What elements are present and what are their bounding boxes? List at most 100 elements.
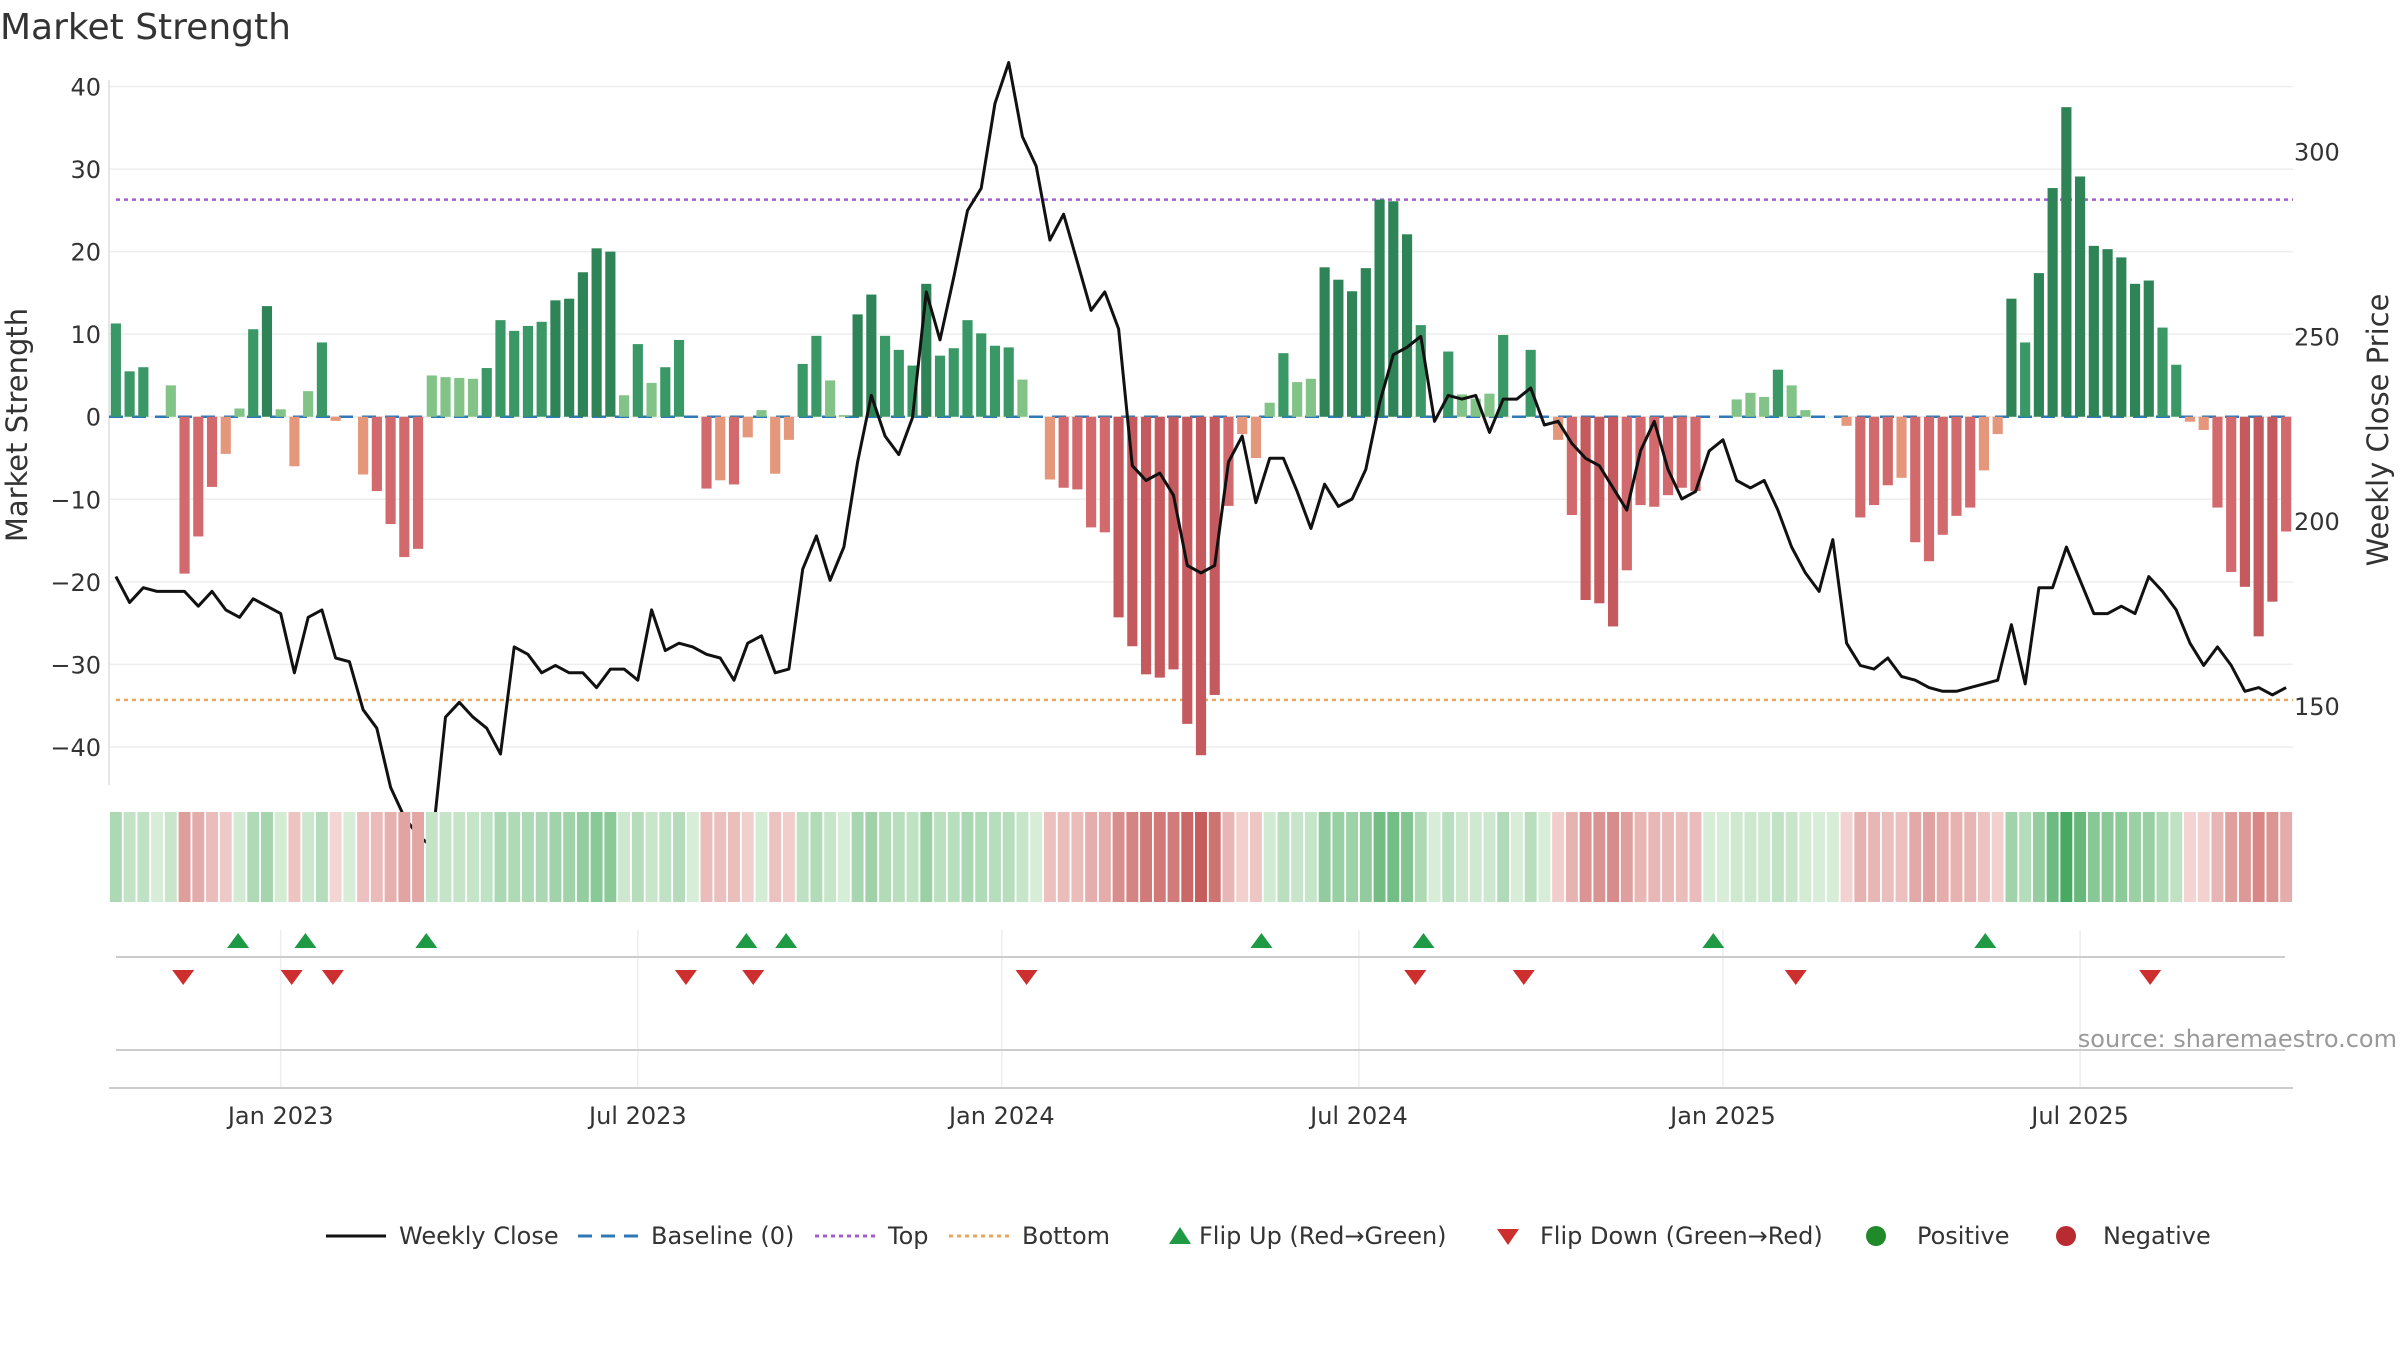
- strength-bar: [2088, 245, 2099, 417]
- strength-bar: [467, 378, 479, 417]
- strength-bar: [632, 344, 643, 417]
- strength-bar: [591, 248, 602, 417]
- heat-cell: [178, 812, 191, 902]
- strength-bar: [1662, 416, 1674, 496]
- strength-bar: [1292, 382, 1303, 417]
- legend-label: Weekly Close: [399, 1222, 559, 1250]
- heat-cell: [1456, 812, 1468, 902]
- heat-cell: [728, 812, 740, 902]
- strength-bar: [1882, 416, 1893, 486]
- strength-bar: [1951, 416, 1962, 516]
- strength-bar: [124, 371, 135, 417]
- source-credit: source: sharemaestro.com: [2078, 1025, 2397, 1053]
- strength-bar: [1374, 199, 1385, 417]
- heat-cell: [1909, 812, 1922, 902]
- heat-cell: [247, 812, 260, 902]
- heat-cell: [315, 812, 328, 902]
- strength-bar: [426, 375, 437, 417]
- strength-bar: [1113, 416, 1124, 618]
- heat-cell: [1373, 812, 1386, 902]
- strength-bar: [1470, 398, 1481, 417]
- heat-cell: [1662, 812, 1674, 902]
- heat-cell: [782, 812, 795, 902]
- strength-bar: [1347, 291, 1358, 417]
- heat-cell: [1895, 812, 1908, 902]
- heat-cell: [1195, 812, 1207, 902]
- heat-cell: [1593, 812, 1606, 902]
- strength-bar: [165, 385, 176, 417]
- strength-bar: [770, 416, 781, 474]
- heat-cell: [1579, 812, 1592, 902]
- heat-cell: [2087, 812, 2100, 902]
- strength-bar: [1786, 385, 1797, 417]
- heat-cell: [2074, 812, 2087, 902]
- strength-bar: [1456, 394, 1468, 417]
- y-tick-label: 10: [70, 321, 101, 349]
- strength-bar: [179, 416, 190, 574]
- strength-bar: [385, 416, 396, 525]
- heat-cell: [2211, 812, 2224, 902]
- flip-down-marker: [280, 970, 303, 985]
- strength-bar: [1965, 416, 1976, 508]
- strength-bar: [1896, 416, 1907, 478]
- strength-bar: [2116, 257, 2127, 417]
- strength-bar: [715, 416, 726, 481]
- heat-cell: [384, 812, 397, 902]
- strength-bar: [2253, 416, 2264, 637]
- strength-bar: [728, 416, 740, 485]
- strength-bar: [1072, 416, 1083, 490]
- strength-bar: [1772, 369, 1783, 417]
- strength-bar: [605, 251, 616, 417]
- strength-bar: [797, 363, 808, 417]
- legend-swatch: [1169, 1227, 1191, 1244]
- y2-tick-label: 150: [2294, 693, 2340, 721]
- heat-cell: [659, 812, 672, 902]
- strength-bar: [358, 416, 369, 475]
- heat-cell: [2238, 812, 2251, 902]
- heat-cell: [137, 812, 150, 902]
- strength-bar: [2226, 416, 2237, 572]
- strength-bar: [2061, 107, 2072, 417]
- strength-bar: [1759, 396, 1770, 417]
- strength-bar: [399, 416, 410, 558]
- strength-bar: [934, 355, 946, 417]
- heat-cell: [1648, 812, 1661, 902]
- x-tick-label: Jan 2025: [1668, 1102, 1776, 1130]
- strength-bar: [1154, 416, 1165, 678]
- strength-bar: [660, 367, 671, 417]
- flip-up-marker: [227, 933, 250, 948]
- heat-cell: [549, 812, 562, 902]
- heat-cell: [1153, 812, 1166, 902]
- y-axis-title: Market Strength: [0, 308, 34, 542]
- heat-cell: [206, 812, 218, 902]
- heat-cell: [343, 812, 356, 902]
- heat-cell: [1950, 812, 1963, 902]
- strength-bar: [138, 367, 149, 417]
- chart-title: Market Strength: [0, 7, 291, 48]
- strength-bar: [495, 320, 506, 417]
- heat-cell: [1222, 812, 1235, 902]
- heat-cell: [1497, 812, 1510, 902]
- strength-bar: [440, 377, 451, 417]
- legend: Weekly Close Baseline (0) Top Bottom Flip Up…: [326, 1222, 2211, 1250]
- heat-cell: [1524, 812, 1537, 902]
- strength-bar: [2239, 416, 2251, 587]
- heat-cell: [1991, 812, 2004, 902]
- strength-bar: [1800, 410, 1811, 417]
- strength-bars: [110, 107, 2292, 756]
- heat-cell: [535, 812, 548, 902]
- flip-up-marker: [775, 933, 798, 948]
- heat-cell: [1620, 812, 1633, 902]
- strength-bar: [783, 416, 795, 440]
- strength-bar: [742, 416, 753, 438]
- strength-bar: [1305, 378, 1316, 417]
- heat-cell: [1249, 812, 1262, 902]
- heat-cell: [563, 812, 576, 902]
- strength-bar: [248, 329, 259, 417]
- strength-bar: [2157, 327, 2168, 417]
- heat-cell: [2197, 812, 2210, 902]
- flip-up-marker: [415, 933, 438, 948]
- heat-cell: [1263, 812, 1276, 902]
- heat-cell: [2060, 812, 2073, 902]
- heat-cell: [2156, 812, 2169, 902]
